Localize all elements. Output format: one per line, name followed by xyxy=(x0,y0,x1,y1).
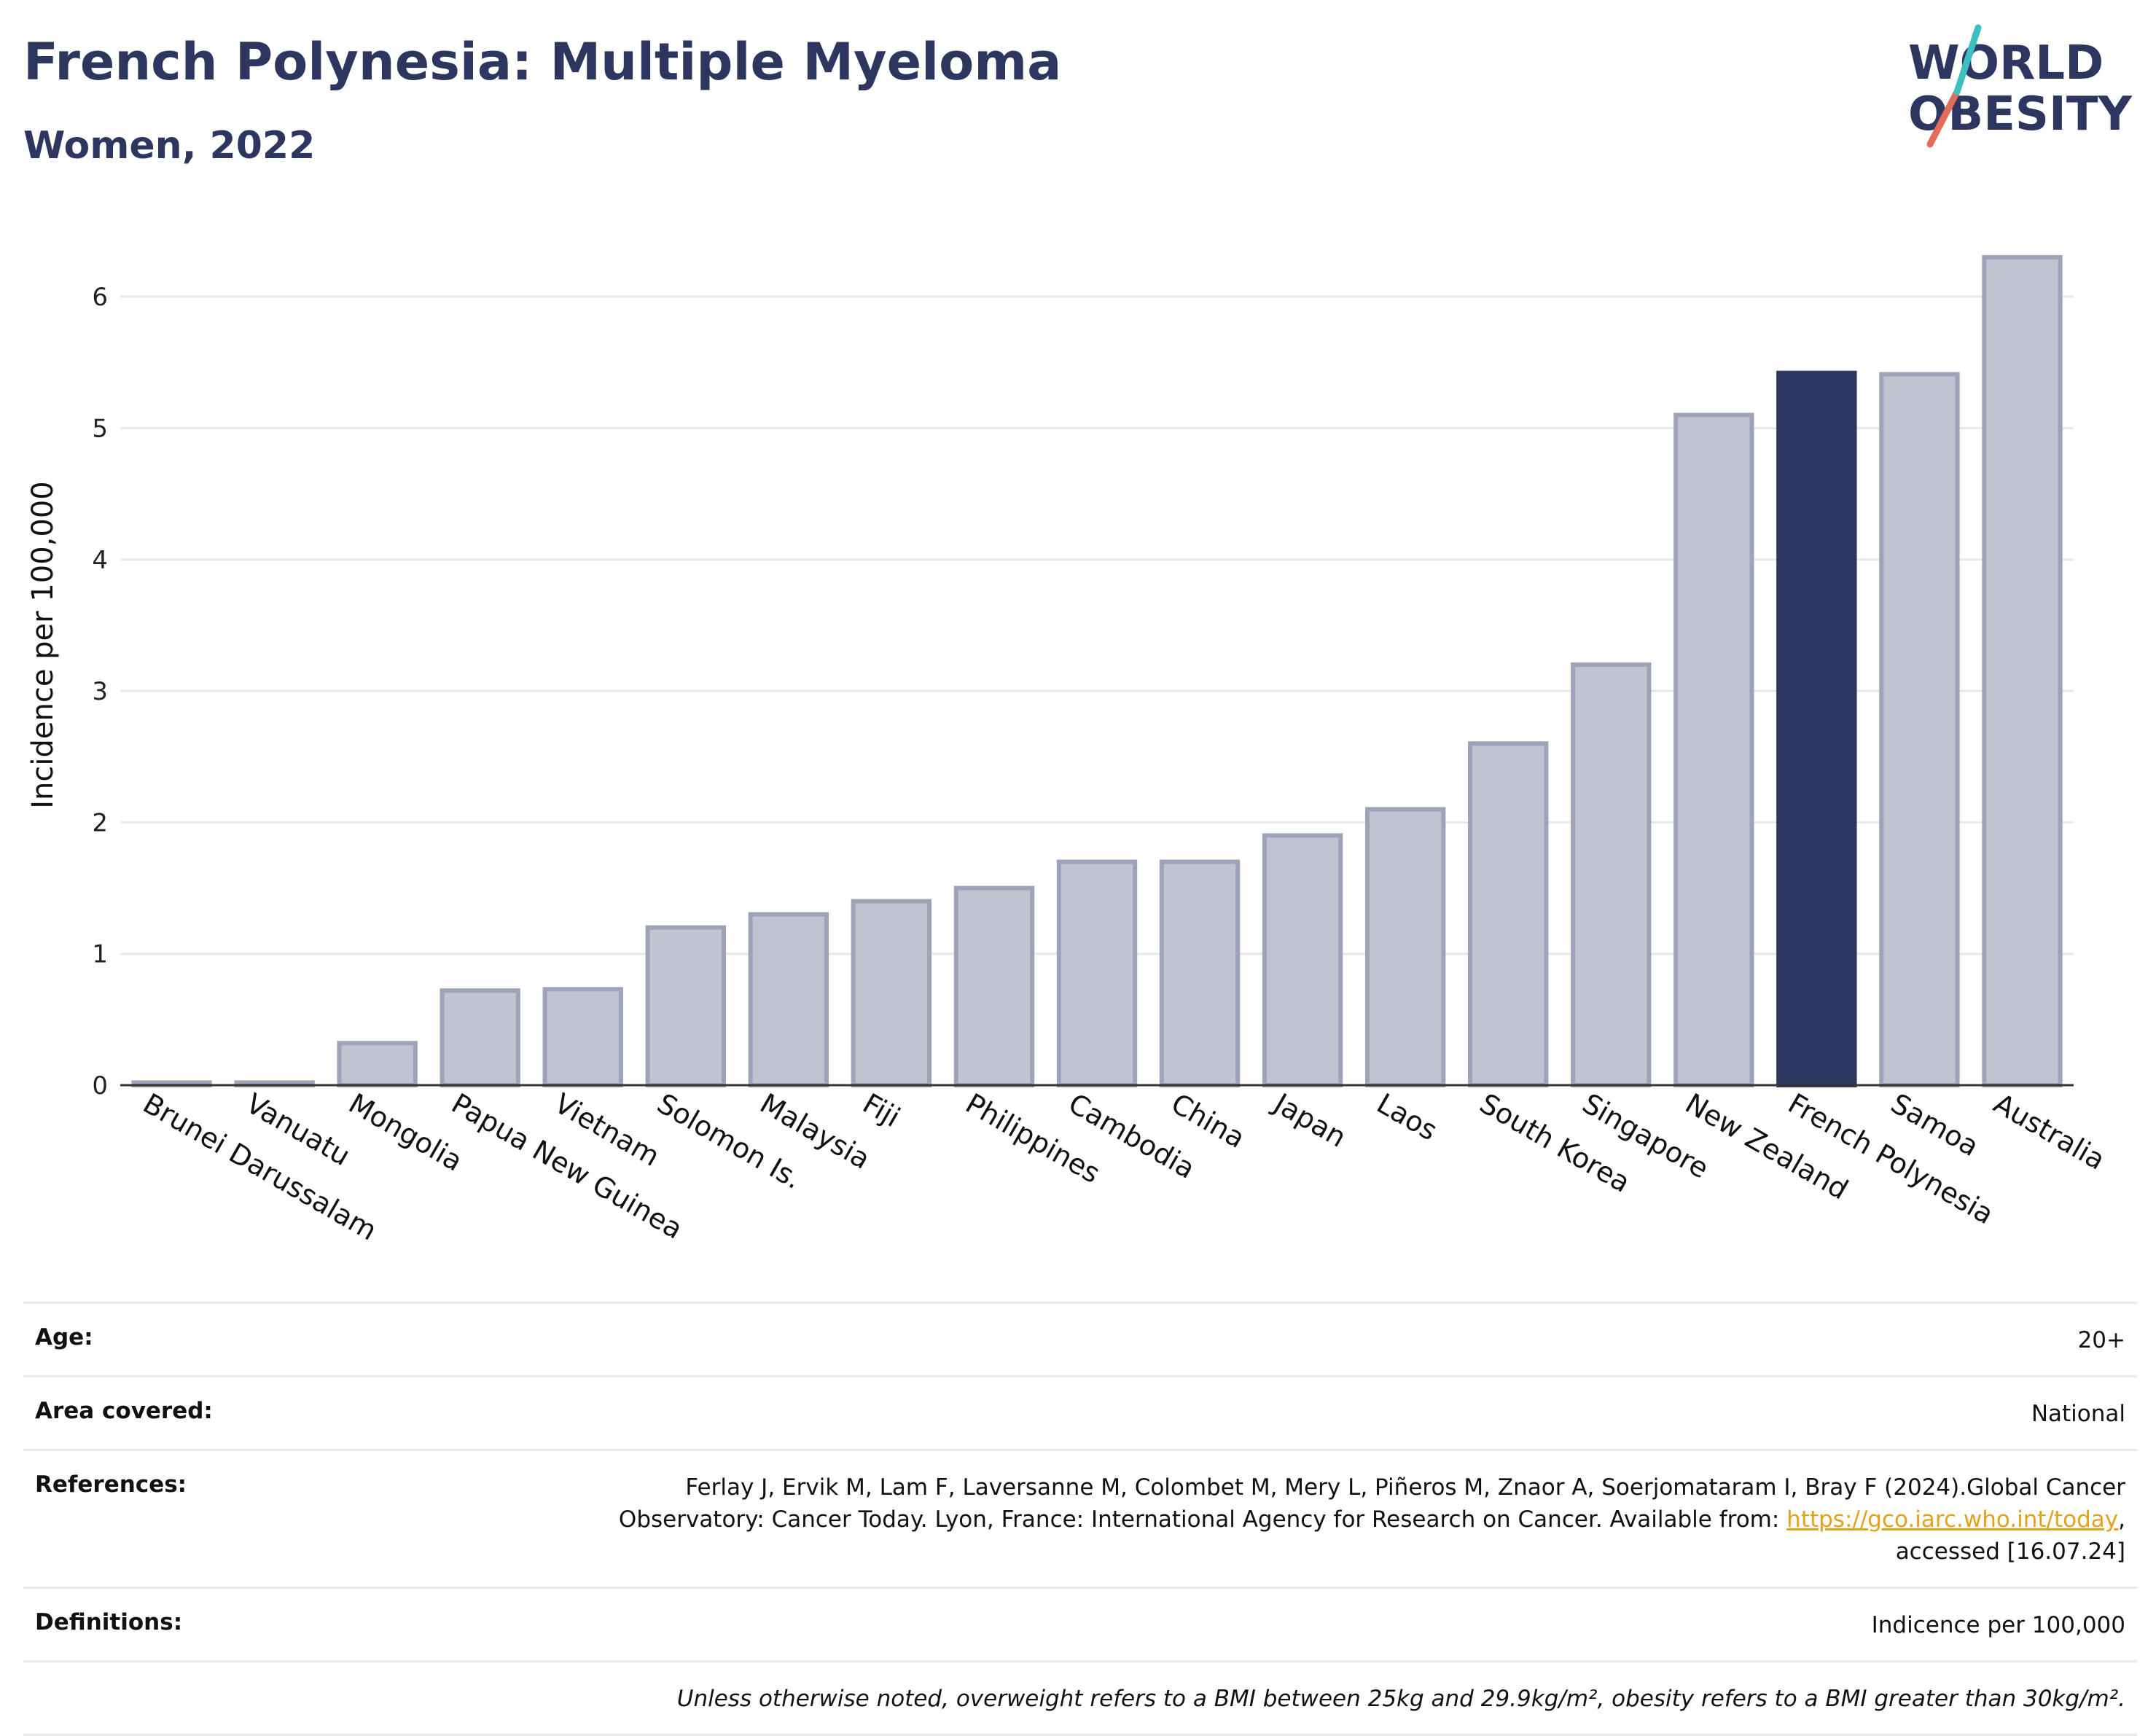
bar-japan[interactable] xyxy=(1262,833,1343,1087)
bar-cambodia[interactable] xyxy=(1056,859,1138,1087)
age-label: Age: xyxy=(35,1324,93,1350)
bar-singapore[interactable] xyxy=(1571,662,1652,1087)
x-tick-label: Australia xyxy=(1988,1087,2111,1176)
bmi-note: Unless otherwise noted, overweight refer… xyxy=(676,1686,2125,1712)
bar-vietnam[interactable] xyxy=(542,987,623,1087)
x-tick-label: Fiji xyxy=(857,1087,905,1133)
x-tick-label: Japan xyxy=(1268,1087,1352,1154)
definitions-label: Definitions: xyxy=(35,1609,183,1635)
y-tick-label: 3 xyxy=(92,677,108,706)
age-row: Age: 20+ xyxy=(23,1304,2137,1377)
y-tick-label: 1 xyxy=(92,940,108,969)
y-tick-label: 2 xyxy=(92,808,108,837)
references-row: References: Ferlay J, Ervik M, Lam F, La… xyxy=(23,1451,2137,1589)
area-row: Area covered: National xyxy=(23,1377,2137,1451)
x-tick-label: Mongolia xyxy=(343,1087,468,1178)
y-tick-label: 4 xyxy=(92,546,108,575)
references-line3: accessed [16.07.24] xyxy=(1895,1538,2125,1565)
age-value: 20+ xyxy=(2077,1327,2125,1353)
note-row: Unless otherwise noted, overweight refer… xyxy=(23,1662,2137,1736)
bar-mongolia[interactable] xyxy=(337,1041,418,1088)
world-obesity-logo: WORLD OBESITY xyxy=(1908,24,2132,148)
bar-papua-new-guinea[interactable] xyxy=(440,988,520,1088)
references-line1: Ferlay J, Ervik M, Lam F, Laversanne M, … xyxy=(685,1474,2125,1501)
definitions-row: Definitions: Indicence per 100,000 xyxy=(23,1589,2137,1662)
bar-samoa[interactable] xyxy=(1879,372,1960,1087)
y-tick-label: 5 xyxy=(92,414,108,443)
bar-laos[interactable] xyxy=(1364,807,1446,1087)
bar-solomon-is-[interactable] xyxy=(645,925,726,1087)
bar-malaysia[interactable] xyxy=(748,912,829,1087)
bar-fiji[interactable] xyxy=(851,899,932,1087)
references-link[interactable]: https://gco.iarc.who.int/today xyxy=(1786,1506,2119,1533)
x-tick-label: Laos xyxy=(1372,1087,1443,1147)
page-title: French Polynesia: Multiple Myeloma xyxy=(23,32,1062,92)
y-tick-label: 6 xyxy=(92,283,108,312)
y-axis-label: Incidence per 100,000 xyxy=(26,481,60,809)
bar-china[interactable] xyxy=(1159,859,1241,1087)
y-tick-label: 0 xyxy=(92,1071,108,1100)
references-label: References: xyxy=(35,1471,187,1498)
bar-french-polynesia[interactable] xyxy=(1776,370,1857,1087)
references-value: Ferlay J, Ervik M, Lam F, Laversanne M, … xyxy=(618,1474,2125,1565)
definitions-value: Indicence per 100,000 xyxy=(1871,1612,2125,1638)
svg-text:WORLD: WORLD xyxy=(1908,36,2104,90)
bar-south-korea[interactable] xyxy=(1468,741,1549,1087)
area-label: Area covered: xyxy=(35,1398,213,1424)
bar-new-zealand[interactable] xyxy=(1673,413,1754,1087)
bar-philippines[interactable] xyxy=(953,885,1035,1087)
page-subtitle: Women, 2022 xyxy=(23,124,316,168)
metadata-table: Age: 20+ Area covered: National Referenc… xyxy=(23,1302,2137,1736)
bar-australia[interactable] xyxy=(1982,255,2063,1087)
references-line2: Observatory: Cancer Today. Lyon, France:… xyxy=(618,1506,1780,1533)
area-value: National xyxy=(2031,1401,2125,1427)
